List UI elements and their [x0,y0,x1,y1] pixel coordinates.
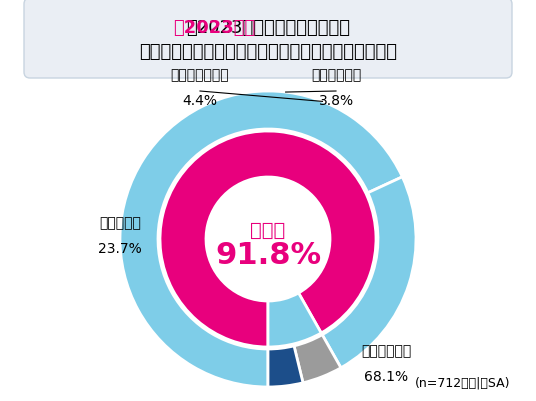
Circle shape [207,178,329,300]
Wedge shape [322,177,416,368]
Wedge shape [268,346,303,387]
Text: (n=712人　|　SA): (n=712人 | SA) [414,376,510,389]
Text: あまり感じない: あまり感じない [170,68,229,82]
Text: とても感じる: とても感じる [361,343,411,357]
Wedge shape [160,132,376,347]
FancyBboxPatch shape [24,0,512,79]
Text: 少し感じる: 少し感じる [99,215,141,229]
Text: ＜2023年＞昨年春頃に比べて: ＜2023年＞昨年春頃に比べて [186,19,350,37]
Text: 68.1%: 68.1% [364,369,408,383]
Text: 身の回りのモノやサービスの値上がりを感じますか？: 身の回りのモノやサービスの値上がりを感じますか？ [139,43,397,61]
Text: 感じる: 感じる [250,220,286,239]
Wedge shape [268,293,321,347]
Text: 91.8%: 91.8% [215,241,321,270]
Wedge shape [120,92,403,387]
Text: 3.8%: 3.8% [318,94,354,108]
Text: ＜2023年＞: ＜2023年＞ [173,19,255,37]
Text: 23.7%: 23.7% [98,241,142,255]
Text: 4.4%: 4.4% [182,94,218,108]
Wedge shape [294,335,341,383]
Text: 全く感じない: 全く感じない [311,68,361,82]
